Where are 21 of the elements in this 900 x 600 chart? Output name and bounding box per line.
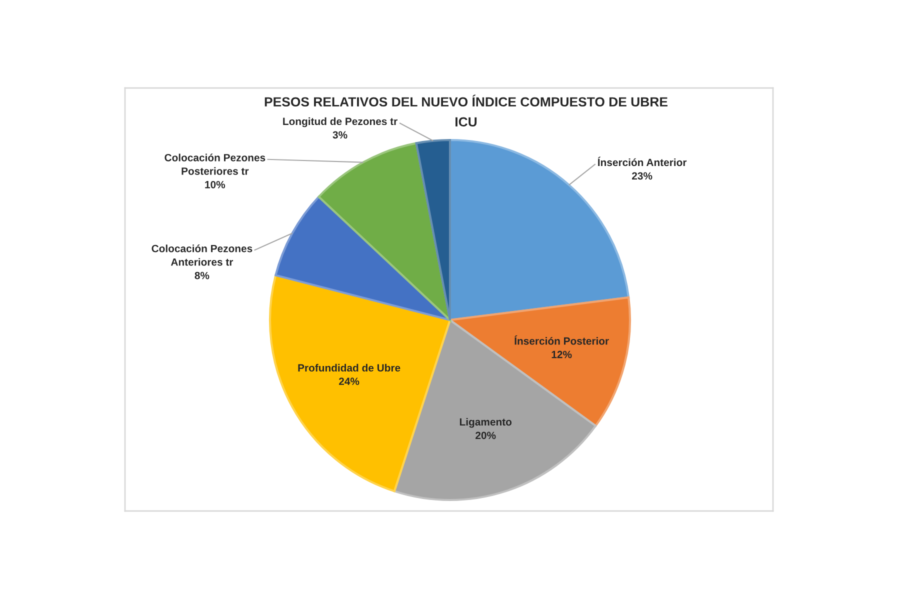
pie-slice [268,274,452,492]
slice-label: Ínserción Anterior [598,156,687,166]
data-label: 24% [338,378,360,386]
slice-label: Colocación Pezones Anteriores tr [152,244,252,266]
slice-label: Ligamento [460,418,512,428]
chart-title: PESOS RELATIVOS DEL NUEVO ÍNDICE COMPUESTO DE UBRE [264,94,668,107]
pie-slice [448,296,632,427]
chart-subtitle: ICU [456,117,477,127]
pie-slice [274,196,452,322]
slice-label: Longitud de Pezones tr [283,117,398,128]
data-label: 10% [205,180,226,188]
slice-label: Ínserción Posterior [514,335,609,345]
pie-slice [415,138,452,322]
pie-slice [318,142,452,322]
data-label: 3% [332,131,348,139]
data-label: 20% [476,432,496,440]
data-label: 12% [552,350,572,358]
data-label: 8% [194,272,210,280]
data-label: 23% [632,172,652,180]
slice-label: Colocación Pezones Posteriores tr [164,154,266,175]
slice-label: Profundidad de Ubre [298,364,400,372]
